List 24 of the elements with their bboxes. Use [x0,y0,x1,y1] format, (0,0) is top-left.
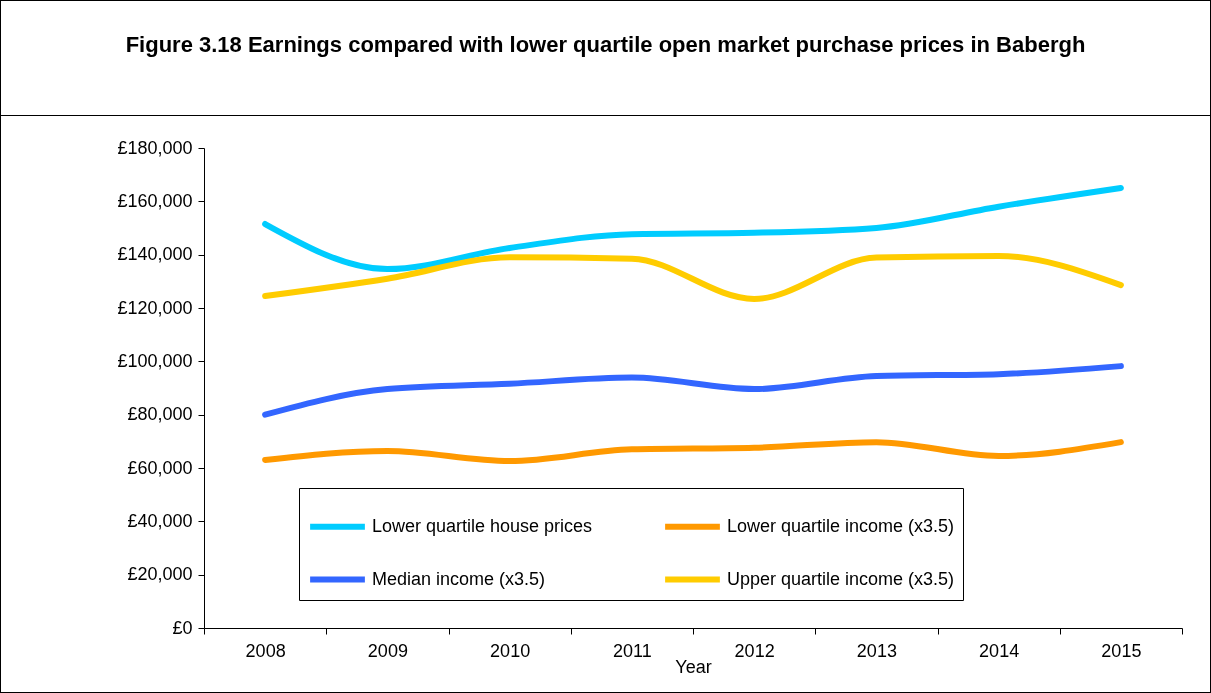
x-tick-label: 2011 [613,640,652,661]
x-tick-label: 2015 [1101,640,1142,661]
y-tick-label: £0 [172,617,193,638]
y-tick-label: £60,000 [127,457,193,478]
y-tick-label: £20,000 [127,564,193,585]
legend-label: Median income (x3.5) [372,568,546,589]
y-tick-label: £40,000 [127,510,193,531]
x-axis-title: Year [675,656,712,677]
y-tick-label: £80,000 [127,404,193,425]
x-tick-label: 2009 [367,640,408,661]
x-tick-label: 2010 [490,640,531,661]
y-tick-label: £160,000 [117,190,193,211]
legend-label: Lower quartile house prices [372,515,593,536]
chart-title: Figure 3.18 Earnings compared with lower quartile open market purchase prices in Babergh [1,1,1210,116]
x-tick-label: 2014 [979,640,1020,661]
x-tick-label: 2012 [734,640,775,661]
y-tick-label: £100,000 [117,350,193,371]
y-tick-label: £120,000 [117,297,193,318]
y-tick-label: £140,000 [117,244,193,265]
x-tick-label: 2013 [856,640,897,661]
y-tick-label: £180,000 [117,137,193,158]
x-tick-label: 2008 [245,640,286,661]
legend-label: Lower quartile income (x3.5) [727,515,955,536]
legend-label: Upper quartile income (x3.5) [727,568,955,589]
